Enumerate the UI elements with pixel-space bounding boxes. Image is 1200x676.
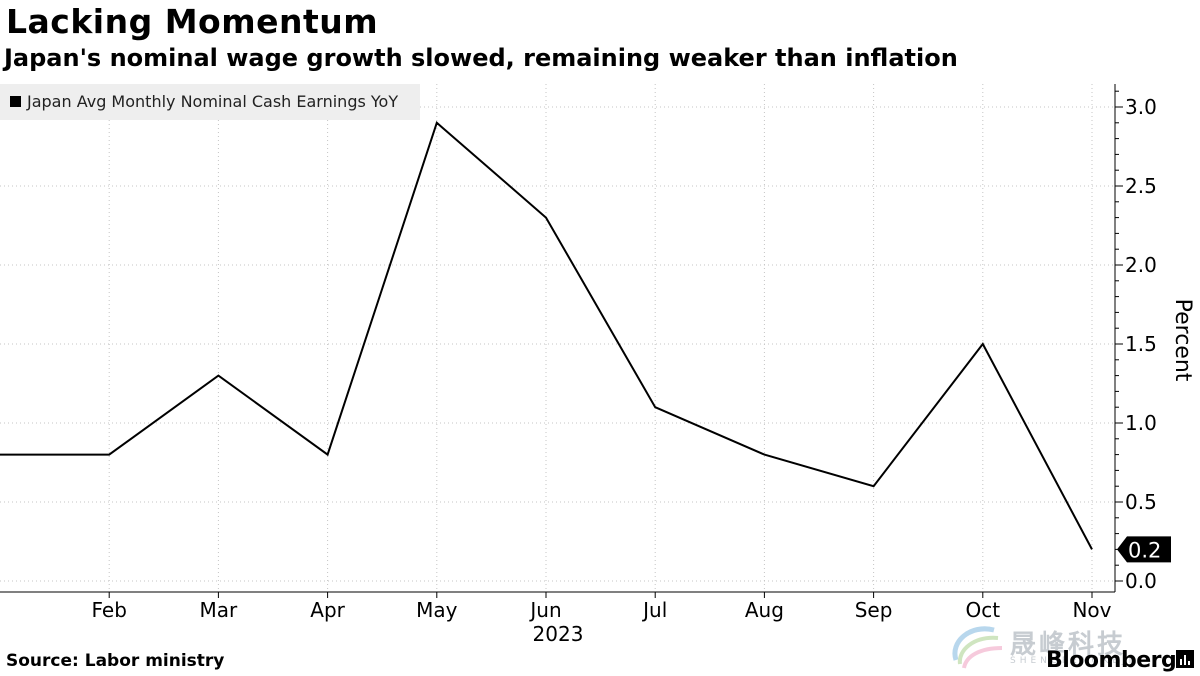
legend-label: Japan Avg Monthly Nominal Cash Earnings … <box>27 92 398 111</box>
x-tick-label-sep: Sep <box>855 598 893 622</box>
x-tick-label-aug: Aug <box>745 598 784 622</box>
tick-labels: 0.0 0.5 1.0 1.5 2.0 2.5 3.0 Percent Feb Mar Apr May… <box>91 95 1195 646</box>
x-tick-label-jul: Jul <box>641 598 667 622</box>
bloomberg-terminal-icon <box>1176 650 1194 668</box>
legend: Japan Avg Monthly Nominal Cash Earnings … <box>0 84 420 120</box>
y-tick-label: 1.5 <box>1125 332 1157 356</box>
y-tick-label: 0.5 <box>1125 490 1157 514</box>
x-tick-label-mar: Mar <box>200 598 239 622</box>
axes <box>0 84 1123 598</box>
x-tick-label-feb: Feb <box>91 598 126 622</box>
x-tick-label-oct: Oct <box>966 598 1001 622</box>
legend-swatch <box>10 96 21 107</box>
y-tick-label: 1.0 <box>1125 411 1157 435</box>
y-tick-label: 0.0 <box>1125 569 1157 593</box>
watermark-logo-icon <box>948 620 1006 672</box>
y-tick-label: 2.5 <box>1125 174 1157 198</box>
y-tick-label: 2.0 <box>1125 253 1157 277</box>
source-note: Source: Labor ministry <box>6 651 224 671</box>
x-tick-label-may: May <box>416 598 458 622</box>
series-layer <box>0 123 1171 563</box>
x-tick-label-jun: Jun <box>528 598 561 622</box>
last-value-label: 0.2 <box>1128 538 1161 562</box>
x-axis-year-label: 2023 <box>533 622 584 646</box>
bloomberg-logo: Bloomberg <box>1046 648 1176 673</box>
x-tick-label-apr: Apr <box>310 598 345 622</box>
gridlines <box>0 84 1115 592</box>
y-axis-label: Percent <box>1170 299 1195 382</box>
x-tick-label-nov: Nov <box>1072 598 1111 622</box>
y-tick-label: 3.0 <box>1125 95 1157 119</box>
